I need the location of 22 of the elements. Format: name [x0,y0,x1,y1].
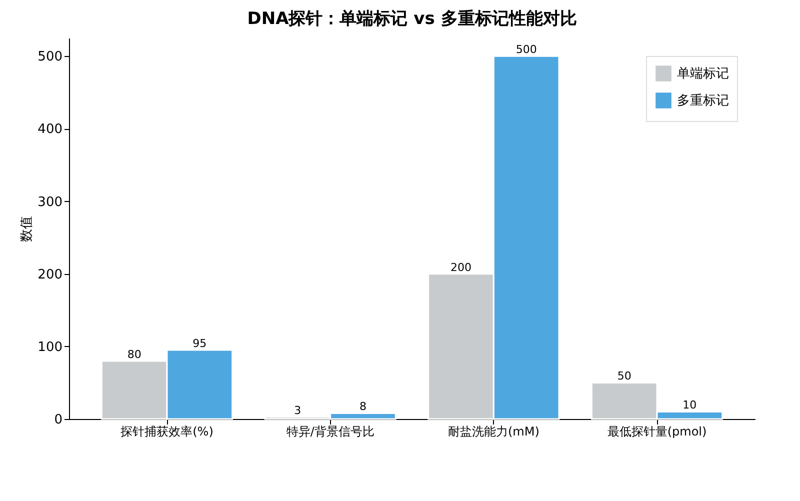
y-tick-label: 500 [38,50,62,65]
data-label: 50 [617,370,632,383]
data-label: 8 [360,400,366,414]
legend-label: 单端标记 [677,66,729,82]
legend-label: 多重标记 [677,94,729,108]
y-axis-title: 数值 [20,216,35,242]
y-tick-label: 300 [38,194,62,210]
y-tick-label: 0 [54,412,62,428]
x-tick-label: 特异/背景信号比 [286,424,374,438]
chart-title: DNA探针：单端标记 vs 多重标记性能对比 [247,9,577,29]
data-label: 10 [682,398,697,412]
data-label: 200 [450,260,472,274]
y-tick-label: 400 [38,122,62,138]
y-tick-label: 100 [38,340,62,355]
x-tick-label: 最低探针量(pmol) [607,424,707,438]
data-label: 3 [294,404,302,417]
data-label: 500 [516,43,537,56]
x-tick-label: 耐盐洗能力(mM) [448,424,540,438]
data-label: 95 [192,337,207,350]
x-tick-label: 探针捕获效率(%) [120,424,214,438]
data-label: 80 [127,348,142,361]
y-tick-label: 200 [38,267,62,282]
